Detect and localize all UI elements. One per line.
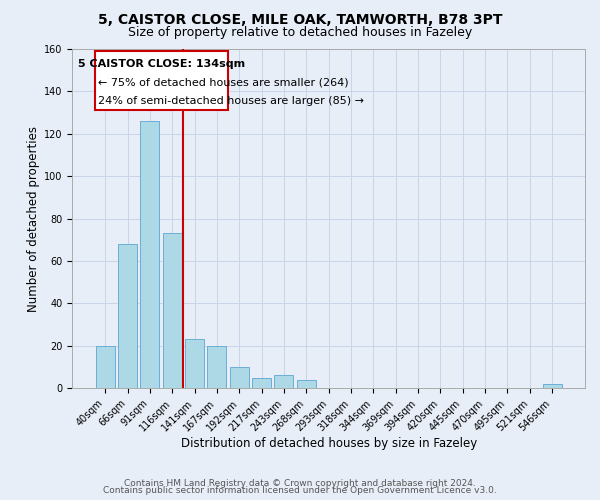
X-axis label: Distribution of detached houses by size in Fazeley: Distribution of detached houses by size … [181, 437, 477, 450]
Bar [543, 384, 562, 388]
Bar [208, 346, 226, 388]
Bar [140, 121, 160, 388]
Bar [95, 346, 115, 388]
Text: 24% of semi-detached houses are larger (85) →: 24% of semi-detached houses are larger (… [98, 96, 364, 106]
Y-axis label: Number of detached properties: Number of detached properties [27, 126, 40, 312]
Bar [252, 378, 271, 388]
Bar [274, 376, 293, 388]
Text: ← 75% of detached houses are smaller (264): ← 75% of detached houses are smaller (26… [98, 78, 349, 88]
Bar [297, 380, 316, 388]
Text: 5 CAISTOR CLOSE: 134sqm: 5 CAISTOR CLOSE: 134sqm [78, 58, 245, 68]
FancyBboxPatch shape [95, 51, 228, 110]
Text: 5, CAISTOR CLOSE, MILE OAK, TAMWORTH, B78 3PT: 5, CAISTOR CLOSE, MILE OAK, TAMWORTH, B7… [98, 12, 502, 26]
Text: Size of property relative to detached houses in Fazeley: Size of property relative to detached ho… [128, 26, 472, 39]
Text: Contains public sector information licensed under the Open Government Licence v3: Contains public sector information licen… [103, 486, 497, 495]
Bar [185, 340, 204, 388]
Bar [230, 367, 249, 388]
Bar [163, 234, 182, 388]
Bar [118, 244, 137, 388]
Text: Contains HM Land Registry data © Crown copyright and database right 2024.: Contains HM Land Registry data © Crown c… [124, 478, 476, 488]
